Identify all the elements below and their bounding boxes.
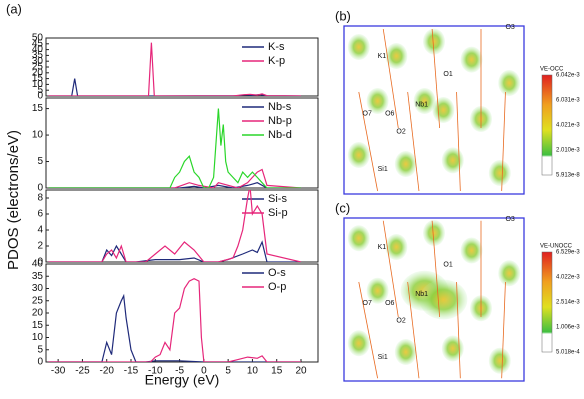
density-blob bbox=[395, 151, 417, 177]
panel-label: (a) bbox=[6, 1, 22, 16]
y-tick-label: 2 bbox=[37, 241, 43, 252]
atom-label: O2 bbox=[396, 128, 405, 135]
density-blob bbox=[348, 225, 370, 251]
y-tick-label: 4 bbox=[37, 225, 43, 236]
legend-label: Si-p bbox=[268, 207, 288, 219]
legend-label: Nb-d bbox=[268, 129, 292, 141]
colorbar-tick-label: 4.021e-3 bbox=[556, 123, 580, 129]
colorbar-tick-label: 2.514e-3 bbox=[556, 300, 580, 306]
colorbar-tick-label: 5.018e-4 bbox=[556, 350, 580, 356]
legend-label: K-s bbox=[268, 41, 285, 53]
panel-label: (c) bbox=[335, 200, 350, 215]
panel-label: (b) bbox=[335, 8, 351, 23]
colorbar-tick-label: 6.529e-3 bbox=[556, 250, 580, 256]
x-tick-label: 20 bbox=[295, 366, 307, 377]
x-tick-label: 15 bbox=[271, 366, 283, 377]
x-tick-label: -20 bbox=[99, 366, 114, 377]
density-blob bbox=[498, 260, 520, 286]
density-blob bbox=[442, 336, 464, 362]
x-tick-label: -30 bbox=[51, 366, 66, 377]
x-axis-label: Energy (eV) bbox=[145, 372, 220, 388]
density-blob bbox=[432, 97, 454, 123]
density-blob bbox=[395, 339, 417, 365]
density-blob bbox=[348, 34, 370, 60]
x-tick-label: 5 bbox=[225, 366, 231, 377]
density-blob bbox=[348, 142, 370, 168]
colorbar-tick-label: 1.006e-3 bbox=[556, 325, 580, 331]
y-tick-label: 30 bbox=[32, 283, 44, 294]
y-tick-label: 8 bbox=[37, 193, 43, 204]
y-tick-label: 15 bbox=[32, 320, 44, 331]
y-tick-label: 0 bbox=[37, 357, 43, 368]
atom-label: K1 bbox=[378, 53, 387, 60]
density-blob bbox=[461, 238, 483, 264]
density-blob bbox=[489, 348, 511, 374]
y-tick-label: 6 bbox=[37, 209, 43, 220]
density-blob bbox=[461, 47, 483, 73]
pdos-line bbox=[48, 296, 301, 362]
colorbar bbox=[542, 75, 552, 175]
atom-label: O6 bbox=[385, 110, 394, 117]
pdos-line bbox=[48, 279, 301, 362]
atom-label: K1 bbox=[378, 244, 387, 251]
x-tick-label: -25 bbox=[75, 366, 90, 377]
legend-label: Si-s bbox=[268, 193, 287, 205]
y-axis-label: PDOS (electrons/eV) bbox=[5, 130, 22, 270]
atom-label: Nb1 bbox=[415, 291, 428, 298]
legend-label: K-p bbox=[268, 55, 285, 67]
density-blob bbox=[489, 160, 511, 186]
legend-label: Nb-p bbox=[268, 115, 292, 127]
y-tick-label: 20 bbox=[32, 308, 44, 319]
y-tick-label: 10 bbox=[32, 332, 44, 343]
y-tick-label: 15 bbox=[32, 103, 44, 114]
atom-label: O1 bbox=[443, 71, 452, 78]
legend-label: Nb-s bbox=[268, 101, 292, 113]
atom-label: O3 bbox=[505, 216, 514, 223]
density-blob bbox=[348, 330, 370, 356]
pdos-line bbox=[48, 186, 301, 262]
atom-label: O7 bbox=[363, 300, 372, 307]
colorbar-tick-label: 4.022e-3 bbox=[556, 275, 580, 281]
legend-label: O-p bbox=[268, 281, 286, 293]
pdos-line bbox=[48, 43, 301, 96]
colorbar-tick-label: 6.042e-3 bbox=[556, 73, 580, 79]
density-blob bbox=[498, 70, 520, 96]
y-tick-label: 10 bbox=[32, 130, 44, 141]
atom-label: O2 bbox=[396, 317, 405, 324]
density-blob bbox=[442, 147, 464, 173]
y-tick-label: 5 bbox=[37, 344, 43, 355]
colorbar bbox=[542, 252, 552, 352]
atom-label: Si1 bbox=[378, 166, 388, 173]
atom-label: O7 bbox=[363, 110, 372, 117]
colorbar-tick-label: 5.913e-8 bbox=[556, 173, 580, 179]
figure: (a) PDOS (electrons/eV) (b) O7 O6 K1 Si1 Nb1 O… bbox=[0, 0, 584, 394]
colorbar-tick-label: 2.010e-3 bbox=[556, 148, 580, 154]
y-tick-label: 50 bbox=[32, 33, 44, 44]
x-tick-label: 10 bbox=[247, 366, 259, 377]
atom-label: O3 bbox=[505, 24, 514, 31]
atom-label: Si1 bbox=[378, 354, 388, 361]
atom-label: O6 bbox=[385, 300, 394, 307]
density-blob bbox=[419, 280, 467, 320]
colorbar-tick-label: 6.031e-3 bbox=[556, 98, 580, 104]
atom-label: O1 bbox=[443, 261, 452, 268]
pdos-line bbox=[48, 242, 301, 262]
y-tick-label: 35 bbox=[32, 271, 44, 282]
pdos-line bbox=[48, 79, 301, 96]
y-tick-label: 5 bbox=[37, 156, 43, 167]
y-tick-label: 25 bbox=[32, 295, 44, 306]
y-tick-label: 40 bbox=[32, 259, 44, 270]
legend-label: O-s bbox=[268, 267, 286, 279]
atom-label: Nb1 bbox=[415, 101, 428, 108]
bond bbox=[457, 92, 461, 191]
x-tick-label: -15 bbox=[124, 366, 139, 377]
